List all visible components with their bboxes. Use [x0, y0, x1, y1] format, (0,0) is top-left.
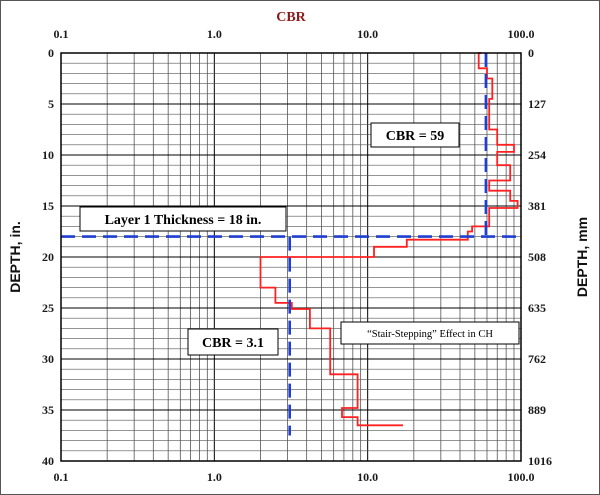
- y-tick-label-right: 889: [528, 403, 546, 417]
- annotation-cbr-3-1: CBR = 3.1: [187, 328, 279, 356]
- y-tick-label-right: 254: [528, 148, 546, 162]
- annotation-stair-stepping-label: “Stair-Stepping” Effect in CH: [367, 329, 493, 340]
- x-tick-label-top: 1.0: [207, 27, 222, 41]
- y-tick-label-right: 762: [528, 352, 546, 366]
- y-tick-label-left: 25: [42, 301, 54, 315]
- y-tick-label-left: 20: [42, 250, 54, 264]
- annotation-stair-stepping: “Stair-Stepping” Effect in CH: [340, 321, 520, 345]
- y-tick-label-right: 381: [528, 199, 546, 213]
- y-tick-label-right: 1016: [528, 454, 552, 468]
- annotation-cbr-3-1-label: CBR = 3.1: [202, 336, 264, 351]
- x-tick-label-top: 100.0: [508, 27, 535, 41]
- y-tick-label-left: 35: [42, 403, 54, 417]
- y-tick-labels-right: 0 127 254 381 508 635 762 889 1016: [528, 46, 552, 468]
- y-tick-label-right: 508: [528, 250, 546, 264]
- y-tick-label-left: 40: [42, 454, 54, 468]
- annotation-layer-thickness-label: Layer 1 Thickness = 18 in.: [105, 213, 262, 228]
- y-tick-label-left: 15: [42, 199, 54, 213]
- y-tick-label-right: 635: [528, 301, 546, 315]
- plot-border: [60, 52, 522, 462]
- y-tick-label-left: 5: [48, 97, 54, 111]
- y-tick-label-left: 10: [42, 148, 54, 162]
- annotation-layer-thickness: Layer 1 Thickness = 18 in.: [79, 206, 287, 232]
- y-tick-label-right: 0: [528, 46, 534, 60]
- cbr-profile-line: [259, 52, 519, 427]
- x-tick-label-bottom: 10.0: [357, 470, 378, 484]
- x-tick-labels-top: 0.1 1.0 10.0 100.0: [54, 27, 535, 41]
- y-axis-title-right: DEPTH, mm: [574, 217, 590, 297]
- y-tick-label-left: 30: [42, 352, 54, 366]
- y-axis-title-left: DEPTH, in.: [7, 221, 23, 293]
- y-tick-labels-left: 0 5 10 15 20 25 30 35 40: [42, 46, 54, 468]
- y-tick-label-right: 127: [528, 97, 546, 111]
- x-tick-label-top: 10.0: [357, 27, 378, 41]
- x-tick-label-bottom: 100.0: [508, 470, 535, 484]
- series-layer: [61, 52, 521, 436]
- annotation-cbr-59: CBR = 59: [370, 122, 460, 148]
- chart-title: CBR: [276, 10, 306, 25]
- y-tick-label-left: 0: [48, 46, 54, 60]
- x-tick-label-bottom: 0.1: [54, 470, 69, 484]
- x-tick-label-bottom: 1.0: [207, 470, 222, 484]
- x-tick-label-top: 0.1: [54, 27, 69, 41]
- x-tick-labels-bottom: 0.1 1.0 10.0 100.0: [54, 470, 535, 484]
- annotation-cbr-59-label: CBR = 59: [386, 129, 445, 144]
